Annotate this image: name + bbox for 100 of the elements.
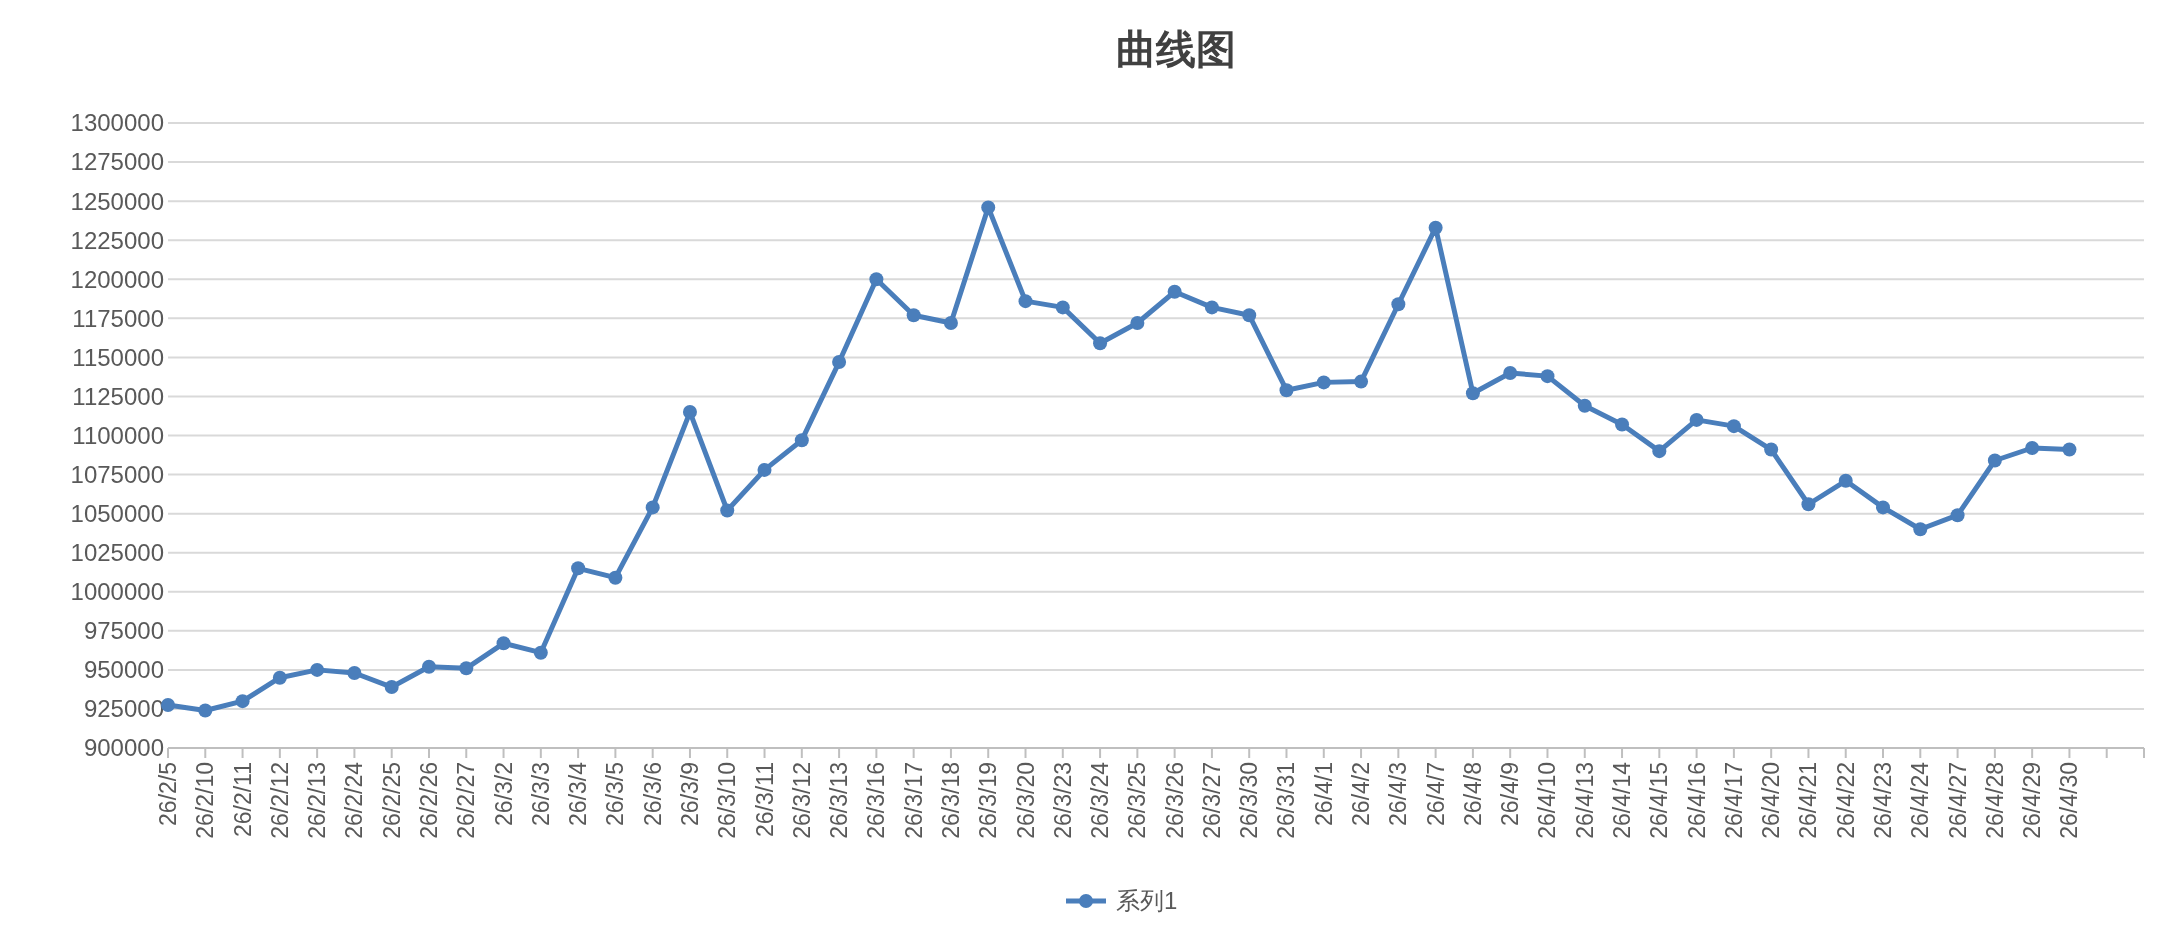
point (1465, 386, 1480, 401)
x-tick-label: 26/2/25 (378, 762, 405, 839)
point (869, 272, 884, 287)
x-tick-label: 26/4/16 (1683, 762, 1710, 839)
x-tick-label: 26/3/13 (826, 762, 853, 839)
y-tick-label: 1000000 (70, 578, 164, 606)
point (1838, 473, 1853, 488)
y-tick-label: 1050000 (70, 500, 164, 528)
x-tick-label: 26/4/17 (1720, 762, 1747, 839)
x-tick-label: 26/3/20 (1012, 762, 1039, 839)
x-tick-label: 26/4/3 (1385, 762, 1412, 826)
x-tick-label: 26/4/8 (1459, 762, 1486, 826)
x-tick-label: 26/2/27 (453, 762, 480, 839)
x-tick-label: 26/3/6 (639, 762, 666, 826)
y-tick-label: 1225000 (70, 226, 164, 254)
point (1503, 366, 1518, 380)
x-tick-label: 26/2/13 (304, 762, 331, 839)
legend-label: 系列1 (1116, 887, 1178, 915)
x-tick-label: 26/4/15 (1646, 762, 1673, 839)
point (608, 570, 623, 585)
point (2025, 441, 2040, 455)
point (571, 561, 586, 576)
point (310, 662, 325, 677)
y-tick-label: 1200000 (70, 265, 164, 293)
point (1391, 297, 1406, 312)
point (981, 200, 996, 215)
x-tick-label: 26/2/5 (155, 762, 181, 826)
y-tick-label: 1250000 (70, 187, 164, 215)
point (794, 433, 809, 448)
y-tick-label: 1150000 (72, 343, 164, 371)
x-tick-label: 26/3/31 (1273, 762, 1300, 839)
point (682, 405, 697, 420)
x-tick-label: 26/4/13 (1571, 762, 1598, 839)
y-tick-label: 1100000 (72, 421, 164, 449)
x-tick-label: 26/2/11 (229, 762, 256, 838)
x-tick-label: 26/3/24 (1087, 761, 1114, 839)
x-tick-label: 26/3/17 (900, 762, 927, 839)
point (496, 636, 511, 651)
x-tick-label: 26/3/4 (565, 761, 592, 826)
x-tick-label: 26/3/2 (490, 762, 517, 826)
y-tick-label: 1075000 (70, 460, 164, 488)
x-tick-label: 26/3/19 (975, 762, 1002, 839)
point (2062, 442, 2077, 457)
y-tick-label: 1175000 (72, 304, 164, 332)
point (943, 316, 958, 330)
x-tick-label: 26/4/24 (1907, 761, 1934, 839)
point (533, 645, 548, 660)
point (832, 355, 847, 370)
point (1801, 497, 1816, 512)
y-tick-label: 900000 (83, 734, 164, 762)
point (1950, 508, 1965, 523)
point (272, 670, 287, 685)
x-tick-label: 26/3/25 (1124, 762, 1151, 839)
x-tick-label: 26/3/18 (937, 762, 964, 839)
point (1018, 294, 1033, 309)
x-tick-label: 26/3/9 (676, 762, 703, 826)
point (1204, 300, 1219, 315)
point (235, 694, 250, 709)
point (1428, 220, 1443, 235)
x-tick-label: 26/4/23 (1870, 762, 1897, 839)
y-tick-label: 925000 (83, 695, 164, 723)
point (1130, 316, 1145, 330)
point (720, 503, 735, 518)
chart-title: 曲线图 (1116, 27, 1236, 71)
x-tick-label: 26/4/9 (1497, 762, 1524, 826)
point (1987, 453, 2002, 468)
point (1540, 369, 1555, 384)
x-tick-label: 26/3/5 (602, 762, 629, 826)
x-tick-label: 26/4/10 (1534, 762, 1561, 839)
x-tick-label: 26/4/7 (1422, 762, 1449, 826)
x-tick-label: 26/2/10 (192, 762, 219, 839)
point (1316, 375, 1331, 390)
x-tick-label: 26/4/30 (2056, 762, 2083, 839)
point (1577, 398, 1592, 413)
x-tick-label: 26/3/23 (1049, 762, 1076, 839)
point (1279, 383, 1294, 398)
x-tick-label: 26/3/11 (751, 762, 778, 838)
point (1689, 412, 1704, 427)
x-tick-label: 26/3/30 (1236, 762, 1263, 839)
x-tick-label: 26/4/27 (1944, 762, 1971, 839)
y-tick-label: 950000 (83, 656, 164, 684)
x-tick-label: 26/4/21 (1795, 762, 1822, 839)
point (1764, 442, 1779, 457)
point (1093, 336, 1108, 351)
x-tick-label: 26/4/14 (1609, 761, 1636, 839)
point (421, 659, 436, 674)
x-tick-label: 26/2/24 (341, 761, 368, 839)
x-tick-label: 26/4/29 (2019, 762, 2046, 839)
x-tick-label: 26/3/10 (714, 762, 741, 839)
x-tick-label: 26/4/1 (1310, 762, 1337, 826)
x-tick-label: 26/3/27 (1198, 762, 1225, 839)
x-tick-label: 26/4/22 (1832, 762, 1859, 839)
x-tick-label: 26/3/26 (1161, 762, 1188, 839)
point (1876, 500, 1891, 515)
point (757, 462, 772, 477)
point (906, 308, 921, 323)
point (347, 666, 362, 680)
x-tick-label: 26/2/12 (266, 762, 293, 839)
x-tick-label: 26/2/26 (415, 762, 442, 839)
point (198, 703, 213, 718)
